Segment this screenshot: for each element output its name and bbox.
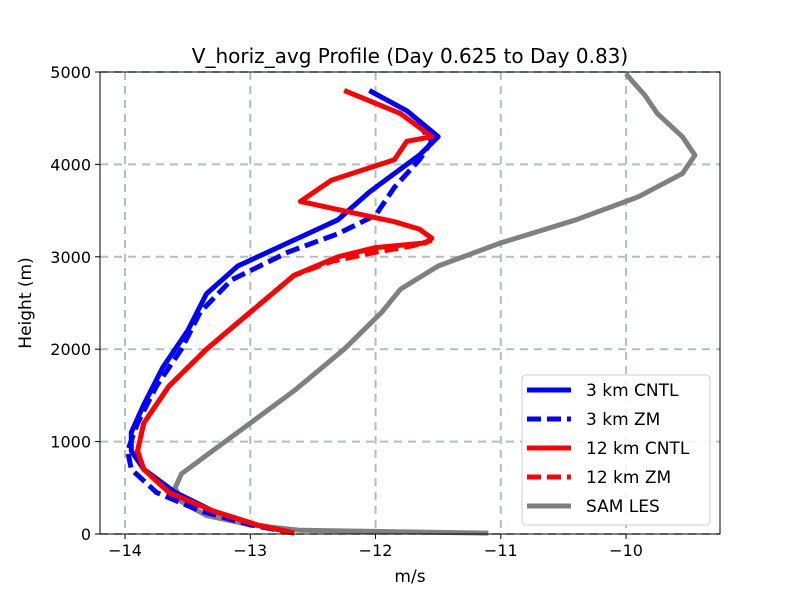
y-tick-label: 5000 <box>50 63 91 82</box>
x-tick-label: −11 <box>484 541 518 560</box>
x-tick-label: −12 <box>359 541 393 560</box>
x-tick-label: −14 <box>108 541 142 560</box>
chart-title: V_horiz_avg Profile (Day 0.625 to Day 0.… <box>192 44 628 68</box>
legend-label: 12 km CNTL <box>586 439 690 459</box>
series-line-12-km-cntl <box>135 88 435 536</box>
series-line-12-km-zm <box>135 237 433 536</box>
series-layer <box>125 72 698 536</box>
y-tick-label: 3000 <box>50 248 91 267</box>
y-axis-label: Height (m) <box>16 257 36 348</box>
series-line-3-km-zm <box>125 116 435 536</box>
y-tick-label: 0 <box>81 525 91 544</box>
legend-label: 3 km CNTL <box>586 381 679 401</box>
y-tick-label: 2000 <box>50 340 91 359</box>
x-tick-label: −13 <box>233 541 267 560</box>
legend-label: 12 km ZM <box>586 468 671 488</box>
series-line-3-km-cntl <box>128 88 441 536</box>
legend: 3 km CNTL 3 km ZM 12 km CNTL 12 km ZM SAM LE… <box>521 374 711 526</box>
plot-frame <box>99 71 721 535</box>
y-tick-label: 1000 <box>50 433 91 452</box>
y-tick-label: 4000 <box>50 155 91 174</box>
x-axis-label: m/s <box>394 567 425 587</box>
legend-label: SAM LES <box>586 497 660 517</box>
axis-ticks: −14 −13 −12 −11 −10 0 1000 2000 3000 4000 5000 <box>50 63 643 560</box>
x-tick-label: −10 <box>609 541 643 560</box>
legend-box <box>521 374 711 526</box>
legend-label: 3 km ZM <box>586 410 660 430</box>
